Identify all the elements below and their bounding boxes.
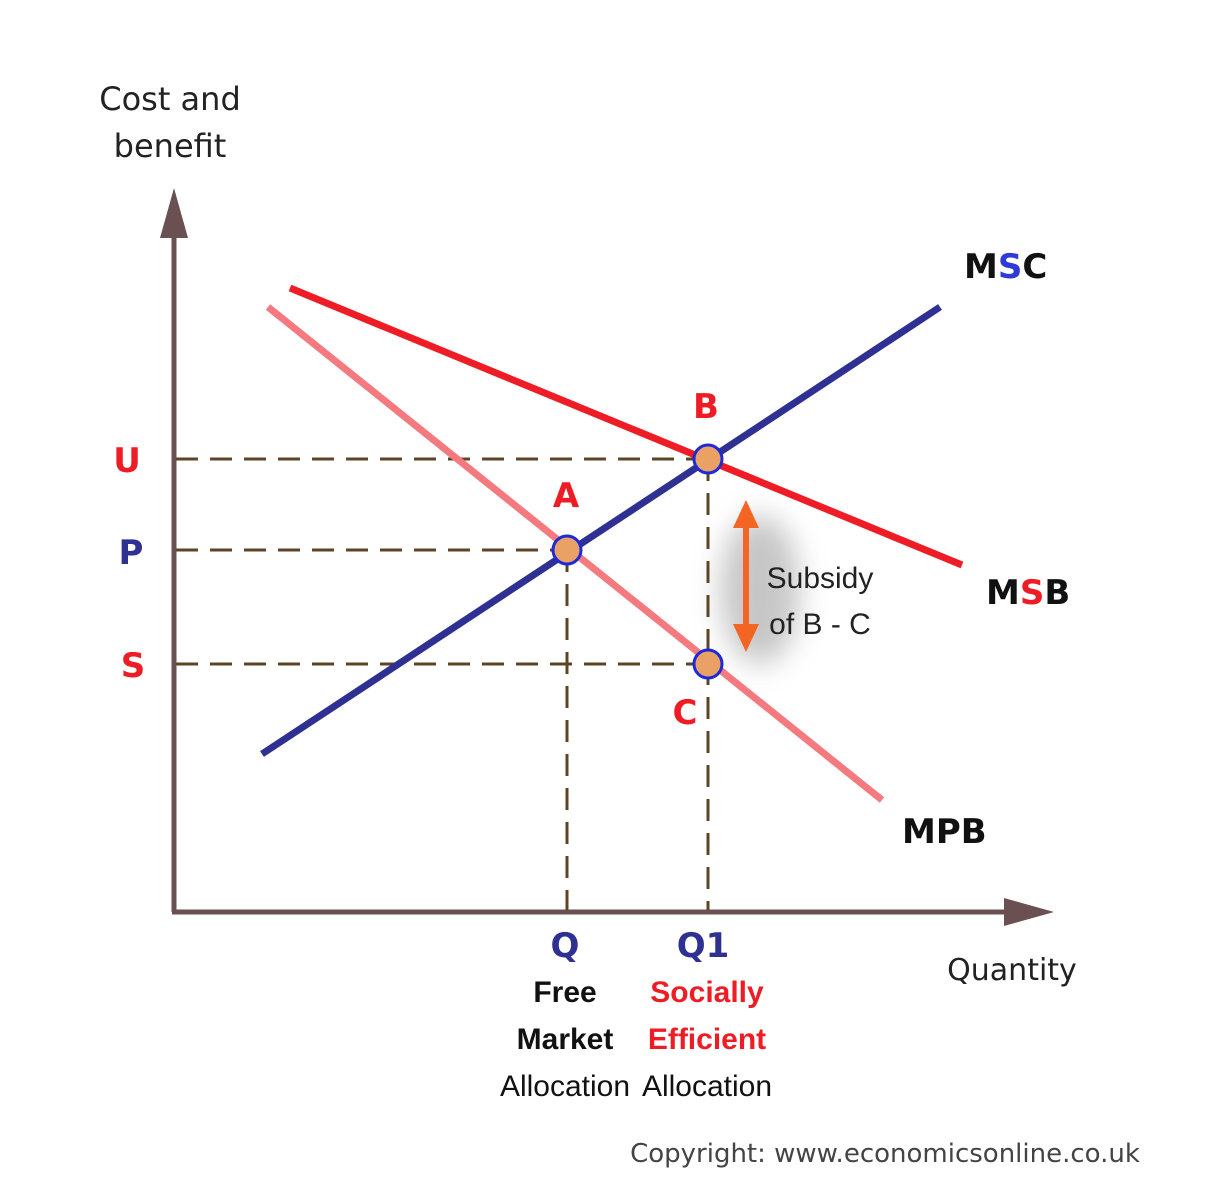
subsidy-label-line2: of B - C — [769, 608, 871, 641]
msb-label: MSB — [986, 573, 1070, 613]
msc-label: MSC — [964, 247, 1047, 287]
quantity-label-q: Q — [551, 926, 580, 966]
price-label-u: U — [113, 441, 141, 481]
axes — [160, 188, 1054, 926]
msc-curve — [260, 304, 942, 757]
point-a-label: A — [553, 476, 580, 516]
q-desc-line2: Market — [517, 1023, 614, 1056]
copyright-notice: Copyright: www.economicsonline.co.uk — [630, 1139, 1140, 1169]
price-label-p: P — [119, 533, 144, 573]
quantity-label-q1: Q1 — [677, 926, 730, 966]
q1-desc-line2: Efficient — [648, 1023, 766, 1056]
y-axis-label-line1: Cost and — [99, 80, 241, 118]
point-c-label: C — [673, 693, 698, 733]
msb-curve — [288, 284, 964, 569]
x-axis-arrowhead — [1004, 898, 1054, 926]
point-a-marker — [551, 534, 583, 566]
point-b-marker — [692, 443, 724, 475]
q1-desc-line3: Allocation — [642, 1070, 772, 1103]
mpb-label: MPB — [902, 812, 987, 852]
x-axis-label: Quantity — [947, 953, 1077, 988]
point-b-label: B — [693, 387, 719, 427]
q-desc-line3: Allocation — [500, 1070, 630, 1103]
subsidy-arrow — [733, 500, 759, 652]
guide-lines — [176, 457, 710, 910]
y-axis-label-line2: benefit — [114, 127, 227, 165]
q1-desc-line1: Socially — [650, 976, 764, 1009]
q-desc-line1: Free — [533, 976, 596, 1009]
point-c-marker — [692, 648, 724, 680]
subsidy-label-line1: Subsidy — [767, 562, 874, 595]
y-axis-arrowhead — [160, 188, 188, 238]
price-label-s: S — [121, 646, 146, 686]
